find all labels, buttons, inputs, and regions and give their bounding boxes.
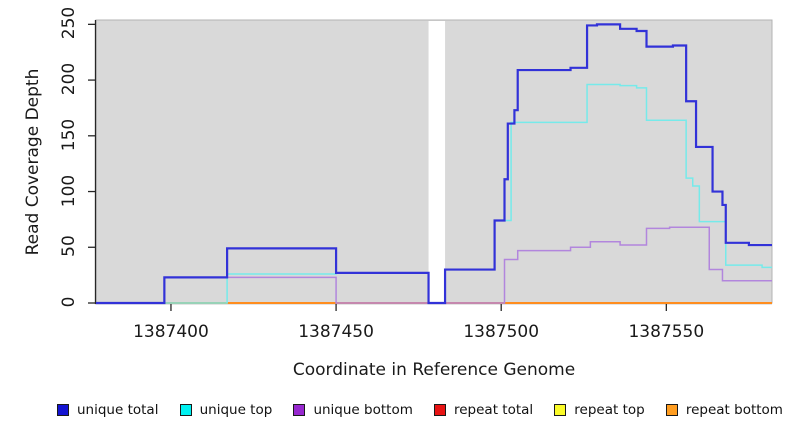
y-axis-title: Read Coverage Depth [23, 68, 43, 256]
legend-label: unique top [199, 402, 273, 418]
legend-swatch-icon [554, 404, 567, 416]
no-data-gap-band [428, 21, 446, 303]
y-tick-label: 0 [59, 296, 79, 308]
y-tick-label: 200 [59, 62, 79, 96]
legend-label: repeat total [453, 402, 534, 418]
y-tick-label: 250 [59, 7, 79, 40]
legend-swatch-icon [293, 404, 306, 416]
series-line-unique-total [96, 23, 772, 305]
y-tick-label: 150 [59, 118, 79, 152]
y-tick-label: 50 [59, 235, 79, 258]
legend-item-repeat-top: repeat top [554, 402, 645, 418]
legend-label: unique total [77, 402, 159, 418]
legend-swatch-icon [665, 404, 678, 416]
x-tick-label: 1387550 [628, 322, 705, 342]
chart-legend: unique total unique top unique bottom repea… [57, 400, 783, 420]
legend-swatch-icon [179, 404, 192, 416]
plot-area [88, 19, 773, 311]
legend-item-unique-total: unique total [57, 402, 158, 418]
legend-item-unique-top: unique top [179, 402, 273, 418]
legend-label: repeat bottom [685, 402, 783, 418]
x-axis-title: Coordinate in Reference Genome [292, 360, 576, 380]
legend-label: repeat top [574, 402, 645, 418]
y-tick-label: 100 [59, 174, 79, 207]
legend-swatch-icon [433, 404, 446, 416]
series-line-unique-bottom [96, 226, 772, 304]
legend-item-repeat-bottom: repeat bottom [665, 402, 783, 418]
x-tick-label: 1387500 [463, 322, 540, 342]
legend-item-unique-bottom: unique bottom [293, 402, 413, 418]
legend-label: unique bottom [313, 402, 413, 418]
legend-swatch-icon [57, 404, 69, 416]
x-tick-label: 1387400 [133, 322, 209, 342]
x-tick-label: 1387450 [298, 322, 374, 342]
legend-item-repeat-total: repeat total [433, 402, 534, 418]
